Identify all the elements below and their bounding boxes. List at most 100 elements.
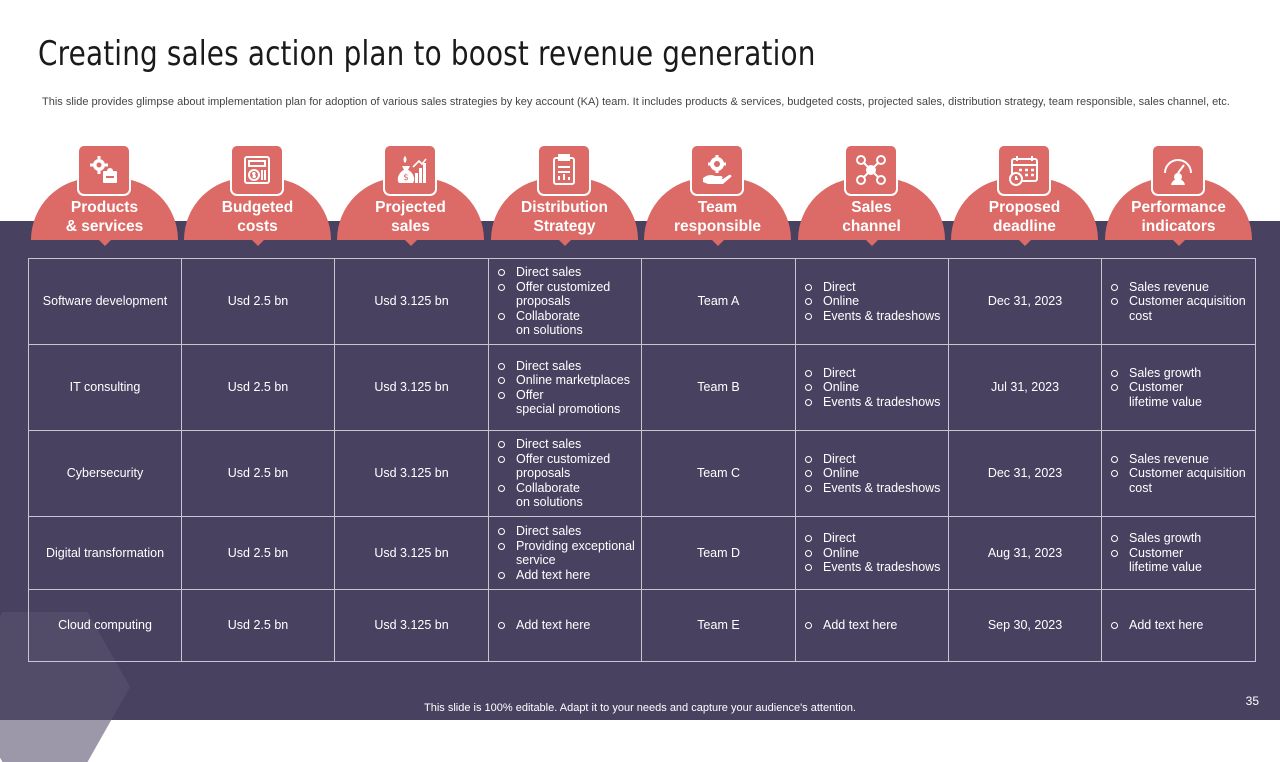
list-item: Events & tradeshows	[804, 481, 942, 496]
list-item: Providing exceptional service	[497, 539, 635, 568]
list-item: Collaborate on solutions	[497, 309, 635, 338]
cell-budget: Usd 2.5 bn	[181, 344, 335, 431]
header-label: Team responsible	[674, 199, 761, 235]
cell-sales-channel: Add text here	[795, 589, 949, 662]
page-subtitle: This slide provides glimpse about implem…	[42, 96, 1230, 108]
cell-projected-sales: Usd 3.125 bn	[334, 430, 489, 517]
list-item: Collaborate on solutions	[497, 481, 635, 510]
list-item: Direct sales	[497, 265, 635, 280]
cell-budget: Usd 2.5 bn	[181, 589, 335, 662]
cell-sales-channel: Direct Online Events & tradeshows	[795, 516, 949, 590]
table-row: Digital transformation Usd 2.5 bn Usd 3.12…	[28, 516, 1256, 590]
header-notch	[1017, 238, 1033, 246]
cell-deadline: Jul 31, 2023	[948, 344, 1102, 431]
list-item: Direct	[804, 531, 942, 546]
column-header: Budgeted costs	[181, 142, 334, 246]
footer-note: This slide is 100% editable. Adapt it to…	[424, 702, 856, 714]
list-item: Offer customized proposals	[497, 452, 635, 481]
cell-sales-channel: Direct Online Events & tradeshows	[795, 344, 949, 431]
list-item: Sales growth	[1110, 531, 1249, 546]
column-header: Proposed deadline	[948, 142, 1101, 246]
header-notch	[403, 238, 419, 246]
cell-deadline: Sep 30, 2023	[948, 589, 1102, 662]
list-item: Direct sales	[497, 524, 635, 539]
list-item: Direct sales	[497, 437, 635, 452]
list-item: Sales revenue	[1110, 452, 1249, 467]
cell-team: Team B	[641, 344, 796, 431]
list-item: Online	[804, 466, 942, 481]
money-bag-growth-chart-icon: $	[383, 144, 437, 196]
column-header: Performance indicators	[1102, 142, 1255, 246]
cell-product: Cloud computing	[28, 589, 182, 662]
cell-budget: Usd 2.5 bn	[181, 258, 335, 345]
header-label: Sales channel	[842, 199, 901, 235]
list-item: Sales revenue	[1110, 280, 1249, 295]
column-header: Team responsible	[641, 142, 794, 246]
cell-distribution-strategy: Direct sales Offer customized proposals Col…	[488, 430, 642, 517]
cell-budget: Usd 2.5 bn	[181, 430, 335, 517]
hand-gear-team-icon	[690, 144, 744, 196]
list-item: Online marketplaces	[497, 373, 635, 388]
list-item: Sales growth	[1110, 366, 1249, 381]
list-item: Offer customized proposals	[497, 280, 635, 309]
cell-projected-sales: Usd 3.125 bn	[334, 589, 489, 662]
cell-performance-indicators: Add text here	[1101, 589, 1256, 662]
list-item: Add text here	[1110, 618, 1249, 633]
cell-sales-channel: Direct Online Events & tradeshows	[795, 430, 949, 517]
header-label: Products & services	[65, 199, 144, 235]
clipboard-chart-icon	[537, 144, 591, 196]
list-item: Events & tradeshows	[804, 395, 942, 410]
cell-product: IT consulting	[28, 344, 182, 431]
sales-plan-table: Software development Usd 2.5 bn Usd 3.125 …	[28, 258, 1256, 662]
list-item: Offer special promotions	[497, 388, 635, 417]
calendar-clock-icon	[997, 144, 1051, 196]
list-item: Direct	[804, 280, 942, 295]
list-item: Customer lifetime value	[1110, 380, 1249, 409]
list-item: Online	[804, 380, 942, 395]
cell-performance-indicators: Sales revenue Customer acquisition cost	[1101, 258, 1256, 345]
cell-distribution-strategy: Direct sales Providing exceptional service…	[488, 516, 642, 590]
header-label: Performance indicators	[1131, 199, 1226, 235]
list-item: Add text here	[497, 568, 635, 583]
budget-calculator-icon	[230, 144, 284, 196]
list-item: Online	[804, 294, 942, 309]
cell-team: Team C	[641, 430, 796, 517]
header-notch	[864, 238, 880, 246]
page-number: 35	[1245, 694, 1259, 708]
header-notch	[710, 238, 726, 246]
header-label: Budgeted costs	[221, 199, 294, 235]
header-notch	[97, 238, 113, 246]
cell-deadline: Aug 31, 2023	[948, 516, 1102, 590]
cell-projected-sales: Usd 3.125 bn	[334, 258, 489, 345]
table-row: Cloud computing Usd 2.5 bn Usd 3.125 bn Add…	[28, 589, 1256, 662]
cell-team: Team A	[641, 258, 796, 345]
cell-performance-indicators: Sales growth Customer lifetime value	[1101, 516, 1256, 590]
network-nodes-icon	[844, 144, 898, 196]
cell-distribution-strategy: Add text here	[488, 589, 642, 662]
table-row: Software development Usd 2.5 bn Usd 3.125 …	[28, 258, 1256, 345]
header-notch	[1171, 238, 1187, 246]
cell-product: Cybersecurity	[28, 430, 182, 517]
list-item: Customer acquisition cost	[1110, 466, 1249, 495]
gauge-user-icon	[1151, 144, 1205, 196]
list-item: Direct	[804, 366, 942, 381]
list-item: Online	[804, 546, 942, 561]
list-item: Add text here	[497, 618, 635, 633]
cell-distribution-strategy: Direct sales Online marketplaces Offer spec…	[488, 344, 642, 431]
list-item: Direct	[804, 452, 942, 467]
header-label: Proposed deadline	[988, 199, 1061, 235]
column-header: $ Projected sales	[334, 142, 487, 246]
list-item: Customer acquisition cost	[1110, 294, 1249, 323]
cell-team: Team D	[641, 516, 796, 590]
page-title: Creating sales action plan to boost reve…	[38, 34, 816, 74]
cell-team: Team E	[641, 589, 796, 662]
header-notch	[250, 238, 266, 246]
cell-performance-indicators: Sales growth Customer lifetime value	[1101, 344, 1256, 431]
table-row: Cybersecurity Usd 2.5 bn Usd 3.125 bn Direc…	[28, 430, 1256, 517]
list-item: Add text here	[804, 618, 942, 633]
column-header: Distribution Strategy	[488, 142, 641, 246]
header-label: Distribution Strategy	[521, 199, 608, 235]
list-item: Direct sales	[497, 359, 635, 374]
gears-puzzle-icon	[77, 144, 131, 196]
cell-projected-sales: Usd 3.125 bn	[334, 344, 489, 431]
